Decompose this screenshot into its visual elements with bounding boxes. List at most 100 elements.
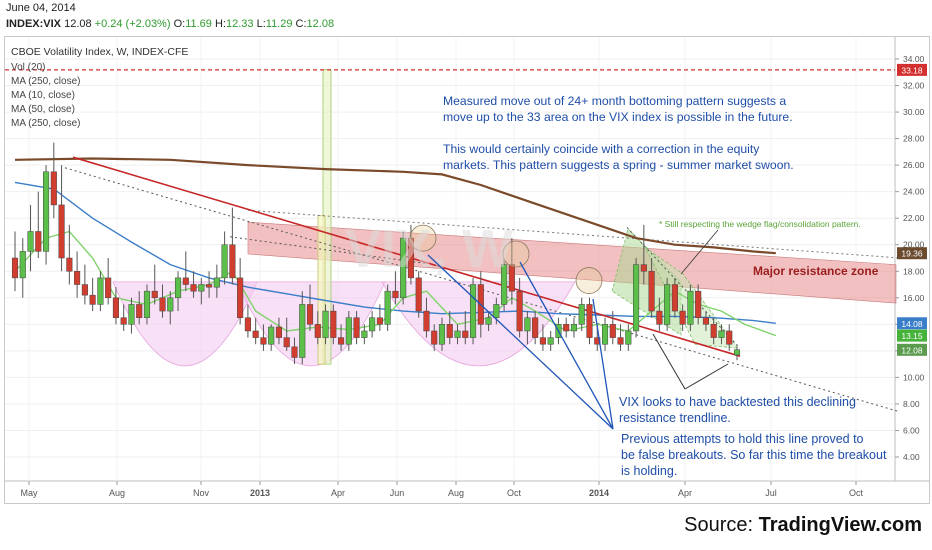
candle — [143, 284, 151, 325]
candle — [718, 324, 725, 345]
candle-body — [143, 290, 151, 318]
candle — [190, 271, 197, 298]
candle-body — [81, 284, 88, 296]
price-label-bg — [897, 247, 927, 260]
low-label: L: — [256, 18, 266, 30]
candle — [586, 297, 593, 345]
price-change: +0.24 (+2.03%) — [94, 18, 171, 30]
candle-body — [423, 310, 430, 332]
candle-body — [369, 317, 376, 332]
previous-attempts-text: Previous attempts to hold this line prov… — [621, 432, 864, 446]
candle-body — [462, 330, 469, 338]
candle — [35, 191, 42, 258]
legend-item: MA (250, close) — [11, 76, 80, 87]
y-tick-label: 34.00 — [903, 54, 925, 64]
price-label-bg — [897, 329, 927, 342]
candle — [664, 277, 671, 331]
candle-body — [671, 284, 678, 312]
chart-date: June 04, 2014 — [6, 2, 76, 14]
candle — [733, 346, 741, 361]
candle-body — [609, 324, 616, 338]
candle-body — [112, 297, 119, 318]
candle-body — [167, 297, 174, 312]
watermark: VIX, W — [345, 219, 513, 279]
candle — [120, 304, 127, 331]
x-tick-label: 2013 — [250, 488, 270, 498]
candle-body — [66, 257, 73, 272]
candle-body — [501, 264, 508, 305]
candle — [501, 258, 508, 312]
candle — [407, 224, 414, 285]
backtest-arrow — [652, 333, 686, 390]
candle-body — [656, 310, 663, 325]
candle — [702, 311, 709, 331]
y-tick-label: 22.00 — [903, 213, 925, 223]
x-tick-label: Apr — [331, 488, 345, 498]
measured-move-text: This would certainly coincide with a cor… — [443, 142, 760, 156]
ma-line — [14, 157, 776, 255]
candle — [508, 238, 515, 305]
candle — [648, 258, 655, 318]
candle-body — [43, 171, 50, 252]
candle-body — [679, 310, 686, 325]
x-tick-label: Jun — [390, 488, 405, 498]
attempt-arrow — [519, 261, 614, 430]
candle-body — [11, 257, 19, 279]
y-tick-label: 30.00 — [903, 107, 925, 117]
candle — [299, 291, 306, 365]
candle — [469, 277, 477, 345]
y-tick-label: 16.00 — [903, 293, 925, 303]
candle-body — [229, 244, 236, 279]
candle — [268, 324, 275, 351]
candle — [221, 231, 228, 285]
candle — [27, 204, 34, 272]
candle-body — [338, 337, 345, 345]
candle — [524, 311, 531, 345]
measured-move-text: Measured move out of 24+ month bottoming… — [443, 94, 786, 108]
candle-body — [268, 326, 275, 345]
breakout-circle — [575, 267, 603, 294]
candle-body — [275, 326, 283, 338]
x-tick-label: Aug — [448, 488, 464, 498]
y-tick-label: 10.00 — [903, 372, 925, 382]
vix-chart[interactable]: 34.00 32.00 30.00 28.00 26.00 24.00 22.00 20.00… — [5, 37, 929, 503]
candle — [136, 291, 143, 325]
source-brand: TradingView.com — [758, 514, 922, 536]
candle-body — [710, 324, 717, 338]
candle-body — [260, 337, 267, 345]
candle — [74, 251, 81, 298]
candle — [710, 317, 717, 345]
candle-body — [718, 330, 725, 338]
x-tick-label: Oct — [507, 488, 522, 498]
candle — [112, 287, 119, 325]
candle-body — [330, 310, 337, 338]
x-tick-label: Apr — [678, 488, 692, 498]
candle — [291, 337, 298, 365]
price-label: 19.36 — [901, 249, 923, 259]
y-tick-label: 32.00 — [903, 81, 925, 91]
candle — [369, 311, 376, 338]
candle — [423, 297, 430, 338]
candle-body — [493, 304, 500, 318]
symbol: INDEX:VIX — [6, 18, 62, 30]
open-label: O: — [173, 18, 186, 30]
candle-body — [120, 317, 127, 325]
candle-body — [237, 277, 244, 318]
candle-body — [415, 277, 422, 312]
candle-body — [633, 264, 640, 332]
candle-body — [244, 317, 251, 332]
declining-resistance-trendline — [72, 156, 741, 357]
candle-body — [206, 284, 213, 288]
candle-body — [454, 330, 461, 338]
candle-body — [539, 337, 546, 345]
candle-body — [702, 317, 709, 325]
candle-body — [601, 324, 609, 345]
chart-frame[interactable]: 34.00 32.00 30.00 28.00 26.00 24.00 22.00 20.00… — [4, 36, 930, 504]
legend-title: CBOE Volatility Index, W, INDEX-CFE — [11, 46, 188, 58]
candle-body — [35, 231, 42, 252]
candle — [322, 304, 329, 345]
source-prefix: Source: — [684, 514, 759, 536]
candle-body — [376, 317, 383, 325]
candle-body — [89, 294, 96, 305]
candle — [454, 324, 461, 345]
